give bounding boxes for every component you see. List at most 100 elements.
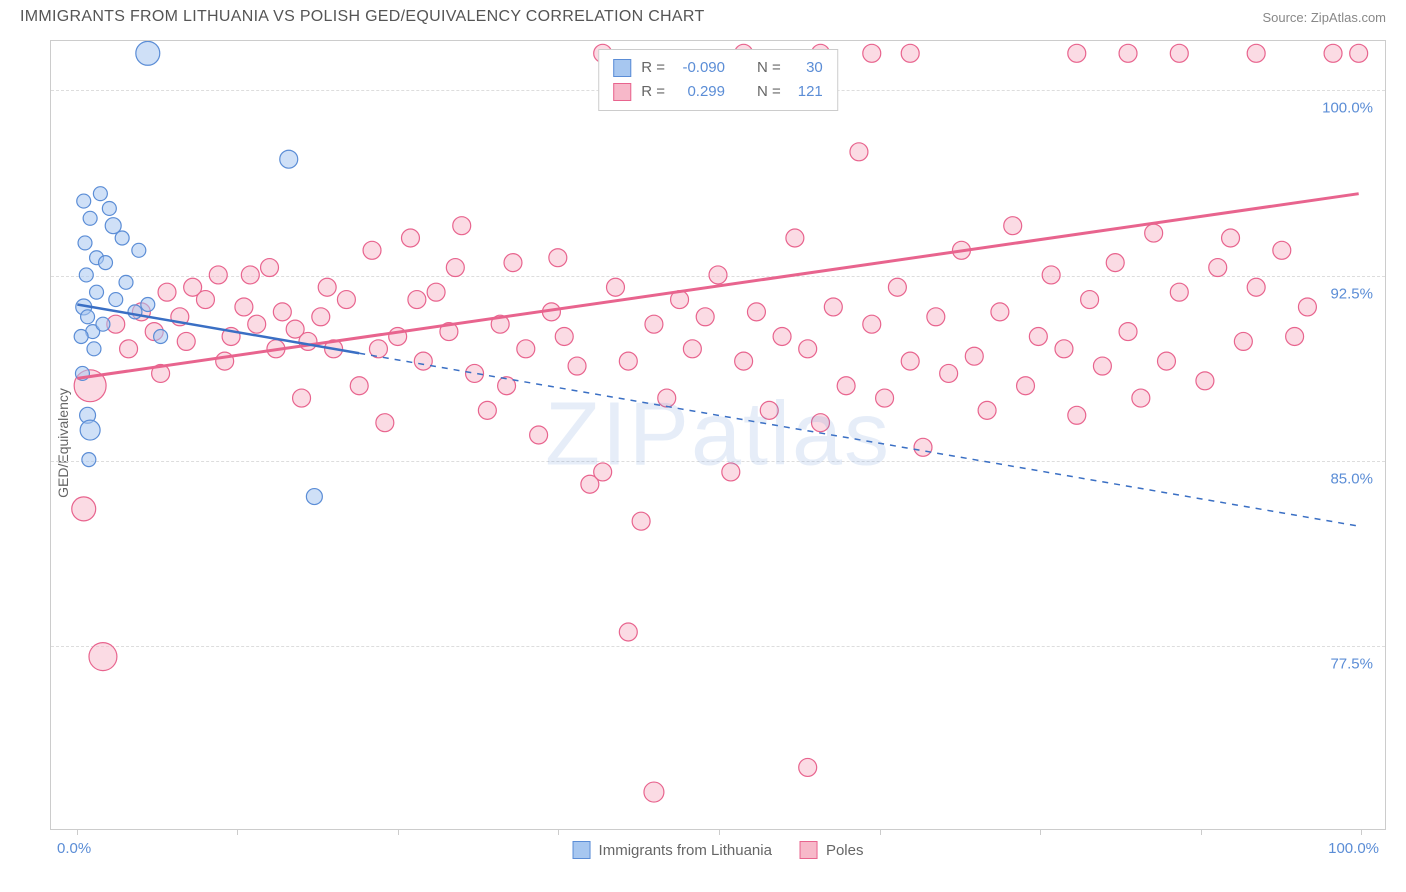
data-point (1029, 328, 1047, 346)
n-value: 30 (791, 56, 823, 80)
data-point (549, 249, 567, 267)
data-point (863, 315, 881, 333)
data-point (401, 229, 419, 247)
data-point (1196, 372, 1214, 390)
x-tick (1361, 829, 1362, 835)
bottom-legend: Immigrants from Lithuania Poles (573, 841, 864, 859)
data-point (376, 414, 394, 432)
data-point (177, 332, 195, 350)
data-point (280, 150, 298, 168)
x-tick (77, 829, 78, 835)
source-attribution: Source: ZipAtlas.com (1262, 10, 1386, 25)
data-point (927, 308, 945, 326)
data-point (1324, 44, 1342, 62)
data-point (901, 352, 919, 370)
legend-label: Immigrants from Lithuania (599, 842, 772, 859)
data-point (293, 389, 311, 407)
data-point (109, 293, 123, 307)
data-point (299, 332, 317, 350)
stats-legend-box: R =-0.090N =30R =0.299N =121 (598, 49, 838, 111)
data-point (1298, 298, 1316, 316)
data-point (1170, 283, 1188, 301)
chart-area: GED/Equivalency 77.5%85.0%92.5%100.0% ZI… (50, 40, 1386, 830)
data-point (74, 330, 88, 344)
data-point (136, 41, 160, 65)
legend-swatch (800, 841, 818, 859)
data-point (709, 266, 727, 284)
data-point (115, 231, 129, 245)
data-point (120, 340, 138, 358)
data-point (408, 291, 426, 309)
data-point (80, 420, 100, 440)
n-label: N = (757, 56, 781, 80)
data-point (722, 463, 740, 481)
data-point (760, 401, 778, 419)
data-point (337, 291, 355, 309)
data-point (453, 217, 471, 235)
x-tick (398, 829, 399, 835)
data-point (1068, 406, 1086, 424)
legend-item: Poles (800, 841, 864, 859)
data-point (914, 438, 932, 456)
data-point (128, 305, 142, 319)
data-point (517, 340, 535, 358)
data-point (1145, 224, 1163, 242)
data-point (83, 211, 97, 225)
data-point (786, 229, 804, 247)
data-point (619, 623, 637, 641)
data-point (568, 357, 586, 375)
data-point (1286, 328, 1304, 346)
x-tick (1040, 829, 1041, 835)
x-tick (1201, 829, 1202, 835)
data-point (363, 241, 381, 259)
data-point (632, 512, 650, 530)
data-point (77, 194, 91, 208)
data-point (594, 463, 612, 481)
data-point (81, 310, 95, 324)
data-point (350, 377, 368, 395)
data-point (1170, 44, 1188, 62)
data-point (812, 414, 830, 432)
data-point (1055, 340, 1073, 358)
scatter-plot (51, 41, 1385, 829)
data-point (888, 278, 906, 296)
x-tick (237, 829, 238, 835)
data-point (696, 308, 714, 326)
data-point (96, 317, 110, 331)
x-tick (719, 829, 720, 835)
data-point (132, 243, 146, 257)
data-point (1350, 44, 1368, 62)
x-axis-min-label: 0.0% (57, 840, 91, 857)
data-point (196, 291, 214, 309)
data-point (261, 259, 279, 277)
data-point (940, 364, 958, 382)
data-point (799, 758, 817, 776)
data-point (850, 143, 868, 161)
data-point (235, 298, 253, 316)
n-value: 121 (791, 80, 823, 104)
data-point (773, 328, 791, 346)
data-point (658, 389, 676, 407)
trend-line (77, 194, 1358, 379)
data-point (645, 315, 663, 333)
data-point (735, 352, 753, 370)
data-point (241, 266, 259, 284)
x-axis-max-label: 100.0% (1328, 840, 1379, 857)
data-point (1247, 278, 1265, 296)
data-point (799, 340, 817, 358)
legend-label: Poles (826, 842, 864, 859)
data-point (1017, 377, 1035, 395)
data-point (1132, 389, 1150, 407)
data-point (530, 426, 548, 444)
data-point (119, 275, 133, 289)
n-label: N = (757, 80, 781, 104)
data-point (747, 303, 765, 321)
r-value: -0.090 (675, 56, 725, 80)
data-point (87, 342, 101, 356)
stats-row: R =0.299N =121 (613, 80, 823, 104)
data-point (863, 44, 881, 62)
data-point (1119, 44, 1137, 62)
data-point (248, 315, 266, 333)
data-point (99, 256, 113, 270)
data-point (1004, 217, 1022, 235)
